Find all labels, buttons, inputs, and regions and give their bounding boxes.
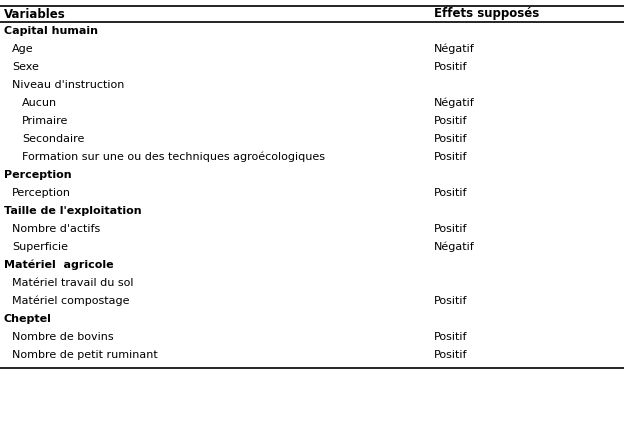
Text: Négatif: Négatif bbox=[434, 44, 474, 54]
Text: Matériel travail du sol: Matériel travail du sol bbox=[12, 278, 134, 288]
Text: Positif: Positif bbox=[434, 116, 467, 126]
Text: Nombre d'actifs: Nombre d'actifs bbox=[12, 224, 100, 234]
Text: Perception: Perception bbox=[12, 188, 71, 198]
Text: Taille de l'exploitation: Taille de l'exploitation bbox=[4, 206, 142, 216]
Text: Aucun: Aucun bbox=[22, 98, 57, 108]
Text: Formation sur une ou des techniques agroécologiques: Formation sur une ou des techniques agro… bbox=[22, 152, 325, 162]
Text: Positif: Positif bbox=[434, 224, 467, 234]
Text: Nombre de petit ruminant: Nombre de petit ruminant bbox=[12, 350, 158, 360]
Text: Cheptel: Cheptel bbox=[4, 314, 52, 324]
Text: Positif: Positif bbox=[434, 332, 467, 342]
Text: Secondaire: Secondaire bbox=[22, 134, 84, 144]
Text: Négatif: Négatif bbox=[434, 98, 474, 108]
Text: Nombre de bovins: Nombre de bovins bbox=[12, 332, 114, 342]
Text: Positif: Positif bbox=[434, 296, 467, 306]
Text: Effets supposés: Effets supposés bbox=[434, 7, 539, 20]
Text: Matériel compostage: Matériel compostage bbox=[12, 296, 130, 306]
Text: Perception: Perception bbox=[4, 170, 72, 180]
Text: Niveau d'instruction: Niveau d'instruction bbox=[12, 80, 124, 90]
Text: Age: Age bbox=[12, 44, 34, 54]
Text: Positif: Positif bbox=[434, 350, 467, 360]
Text: Positif: Positif bbox=[434, 62, 467, 72]
Text: Matériel  agricole: Matériel agricole bbox=[4, 260, 114, 270]
Text: Primaire: Primaire bbox=[22, 116, 69, 126]
Text: Négatif: Négatif bbox=[434, 242, 474, 252]
Text: Superficie: Superficie bbox=[12, 242, 68, 252]
Text: Capital humain: Capital humain bbox=[4, 26, 98, 36]
Text: Positif: Positif bbox=[434, 134, 467, 144]
Text: Positif: Positif bbox=[434, 152, 467, 162]
Text: Positif: Positif bbox=[434, 188, 467, 198]
Text: Variables: Variables bbox=[4, 7, 66, 20]
Text: Sexe: Sexe bbox=[12, 62, 39, 72]
